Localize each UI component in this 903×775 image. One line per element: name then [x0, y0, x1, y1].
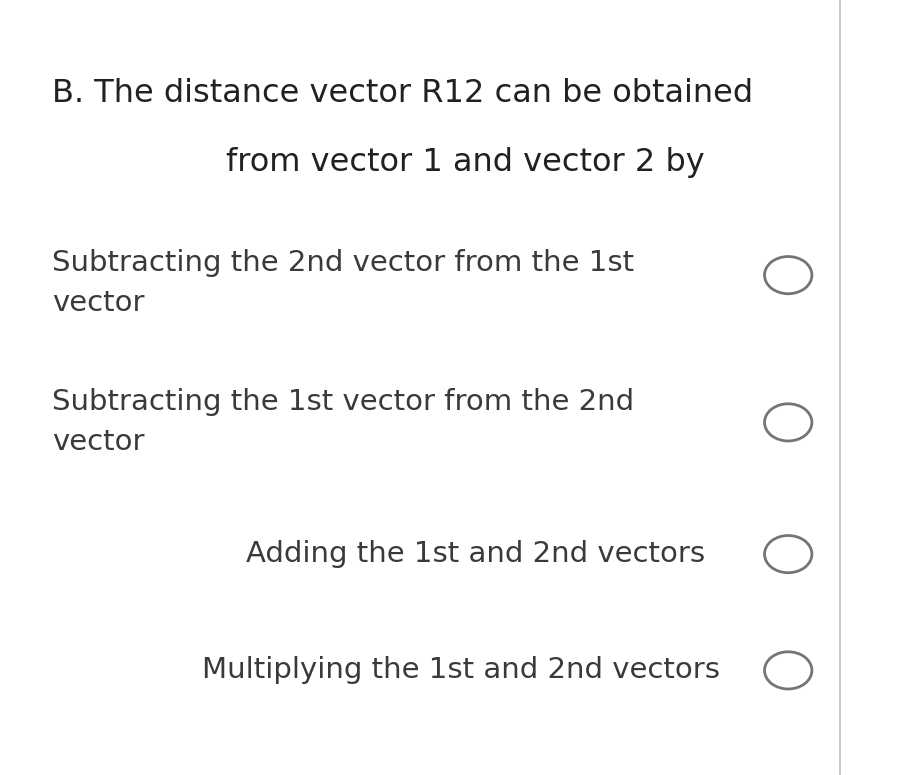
Ellipse shape	[764, 404, 811, 441]
Text: Adding the 1st and 2nd vectors: Adding the 1st and 2nd vectors	[246, 540, 703, 568]
Ellipse shape	[764, 257, 811, 294]
Ellipse shape	[764, 536, 811, 573]
Ellipse shape	[764, 652, 811, 689]
Text: Subtracting the 1st vector from the 2nd
vector: Subtracting the 1st vector from the 2nd …	[51, 388, 633, 456]
Text: Multiplying the 1st and 2nd vectors: Multiplying the 1st and 2nd vectors	[202, 656, 720, 684]
Text: Subtracting the 2nd vector from the 1st
vector: Subtracting the 2nd vector from the 1st …	[51, 249, 633, 317]
Text: B. The distance vector R12 can be obtained: B. The distance vector R12 can be obtain…	[51, 78, 752, 108]
Text: from vector 1 and vector 2 by: from vector 1 and vector 2 by	[226, 147, 703, 178]
